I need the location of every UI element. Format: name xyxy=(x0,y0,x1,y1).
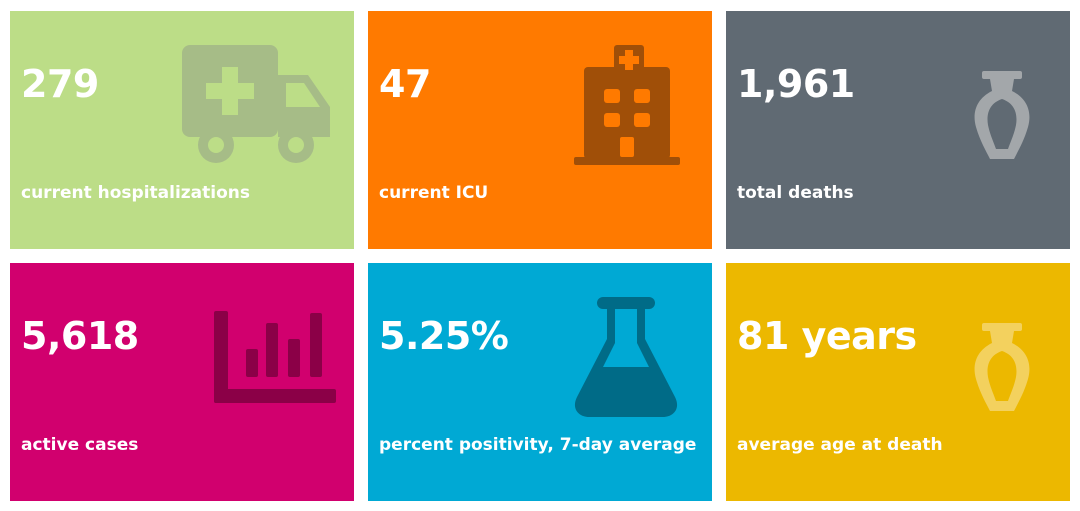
ambulance-icon xyxy=(182,45,334,167)
stats-grid: 279 current hospitalizations 47 xyxy=(10,11,1070,501)
stat-value: 279 xyxy=(21,62,99,106)
stat-label: current ICU xyxy=(379,183,489,203)
stat-label: active cases xyxy=(21,435,139,455)
stat-value: 1,961 xyxy=(737,62,855,106)
stat-value: 47 xyxy=(379,62,431,106)
stat-label: average age at death xyxy=(737,435,943,455)
stat-value: 5.25% xyxy=(379,314,509,358)
stat-value: 81 years xyxy=(737,314,917,358)
flask-icon xyxy=(573,297,679,419)
stat-value: 5,618 xyxy=(21,314,139,358)
stat-label: total deaths xyxy=(737,183,854,203)
urn-icon xyxy=(970,71,1034,161)
hospital-icon xyxy=(574,45,680,167)
stat-tile-total-deaths: 1,961 total deaths xyxy=(726,11,1070,249)
stat-tile-icu: 47 current ICU xyxy=(368,11,712,249)
stat-tile-percent-positivity: 5.25% percent positivity, 7-day average xyxy=(368,263,712,501)
bar-chart-icon xyxy=(214,311,336,403)
stat-tile-hospitalizations: 279 current hospitalizations xyxy=(10,11,354,249)
stat-tile-active-cases: 5,618 active cases xyxy=(10,263,354,501)
stat-label: percent positivity, 7-day average xyxy=(379,435,697,455)
stat-label: current hospitalizations xyxy=(21,183,250,203)
urn-icon xyxy=(970,323,1034,413)
stat-tile-average-age: 81 years average age at death xyxy=(726,263,1070,501)
